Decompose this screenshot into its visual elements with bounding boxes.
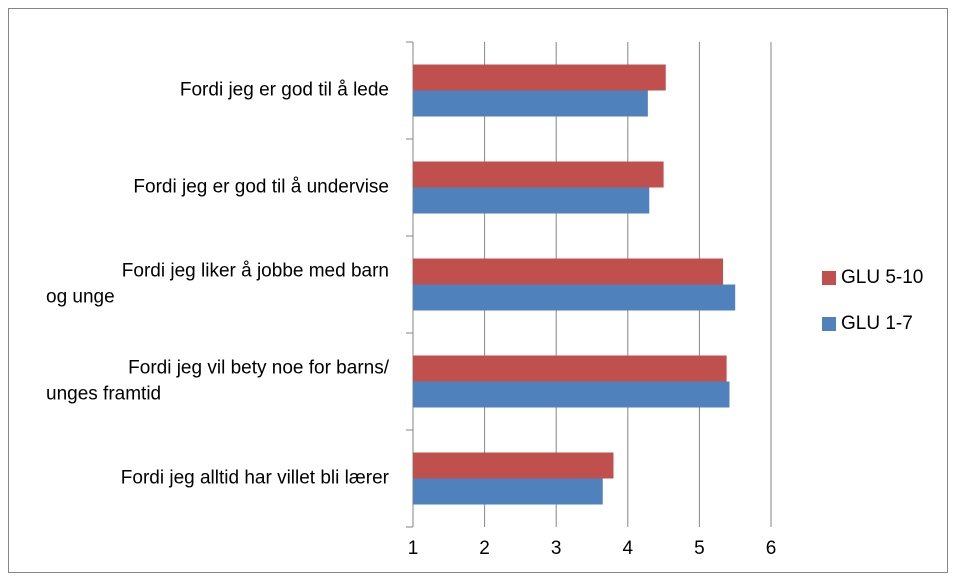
bar [413,284,736,311]
y-tick-label: Fordi jeg liker å jobbe med barn og unge [46,261,389,308]
x-tick-label: 4 [623,538,634,559]
legend-label: GLU 5-10 [841,267,923,288]
bar [413,452,614,479]
bar [413,381,730,408]
x-tick-label: 6 [766,538,777,559]
y-tick-label: Fordi jeg alltid har villet bli lærer [121,468,390,489]
bar [413,258,724,285]
x-tick-label: 3 [551,538,562,559]
bar [413,187,650,214]
x-tick-label: 1 [408,538,419,559]
y-tick-label: Fordi jeg er god til å lede [180,80,389,101]
x-tick-label: 2 [479,538,490,559]
x-tick-label: 5 [694,538,705,559]
bar [413,355,727,382]
y-tick-label: Fordi jeg er god til å undervise [133,177,389,198]
bar [413,90,648,117]
y-tick-label: Fordi jeg vil bety noe for barns/unges f… [46,358,390,405]
legend-swatch [822,317,836,331]
legend-label: GLU 1-7 [841,313,913,334]
bar [413,478,603,505]
bar [413,161,664,188]
legend-swatch [822,271,836,285]
bar [413,64,666,91]
